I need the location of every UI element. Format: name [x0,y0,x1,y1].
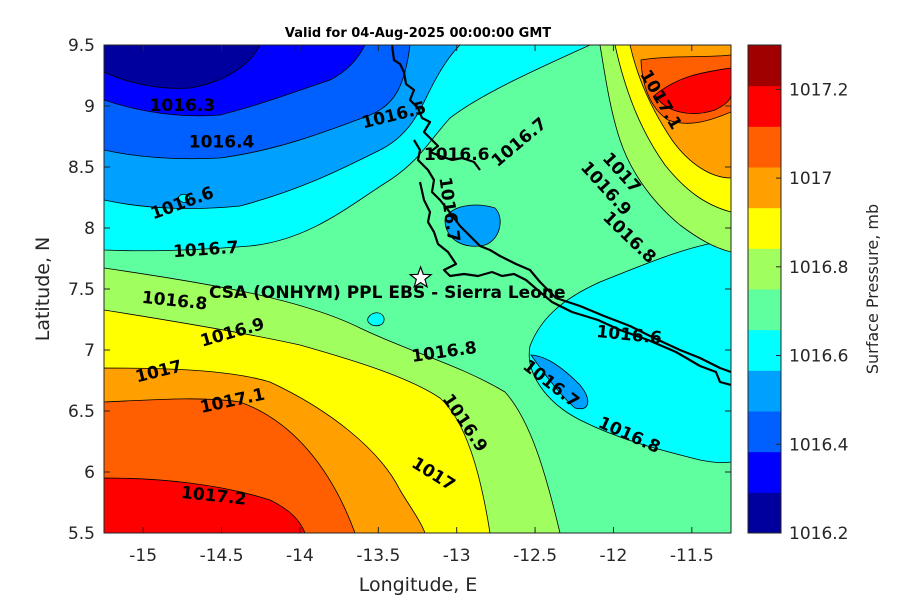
chart-title: Valid for 04-Aug-2025 00:00:00 GMT [285,26,551,41]
y-tick-label: 7 [84,341,95,361]
colorbar-segment [748,411,781,453]
station-label: CSA (ONHYM) PPL EBS - Sierra Leone [209,283,566,303]
colorbar-segment [748,126,781,168]
band-1016-2-nw [104,45,261,89]
station: CSA (ONHYM) PPL EBS - Sierra Leone [209,265,566,303]
band-1017-2-ne [654,67,731,114]
station-star-icon [408,265,433,289]
x-tick-label: -14.5 [200,546,244,566]
colorbar-frame [747,44,782,534]
colorbar-segment [748,248,781,290]
colorbar-segment [748,329,781,371]
y-tick-label: 7.5 [68,280,95,300]
contour-label: 1016.6 [424,145,490,165]
colorbar-segment [748,45,781,87]
local-low-spot-w [177,193,191,203]
colorbar-segment [748,492,781,534]
colorbar-tick-label: 1016.8 [789,258,848,278]
local-low-center-sw [367,312,385,327]
y-tick-label: 5.5 [68,524,95,544]
y-tick-label: 9.5 [68,36,95,56]
colorbar-segment [748,451,781,493]
contour-field [104,45,731,533]
contour-label: 1016.7 [172,238,239,263]
colorbar-segment [748,289,781,331]
x-tick-label: -11.5 [670,546,714,566]
colorbar-tick-label: 1016.4 [789,435,848,455]
colorbar-tick-label: 1017.2 [789,80,848,100]
x-axis-label: Longitude, E [359,574,478,596]
colorbar-tick-label: 1017 [789,169,832,189]
x-tick-label: -12 [600,546,628,566]
contour-label: 1016.3 [150,96,216,116]
x-axis: -15 -14.5 -14 -13.5 -13 -12.5 -12 -11.5 [129,45,714,566]
y-axis-label: Latitude, N [32,237,54,342]
y-tick-label: 8.5 [68,158,95,178]
contour-label: 1016.4 [189,133,255,153]
x-tick-label: -13.5 [356,546,400,566]
x-tick-label: -12.5 [513,546,557,566]
colorbar: 1016.2 1016.4 1016.6 1016.8 1017 1017.2 [747,44,848,544]
local-low-center [444,204,501,247]
y-tick-label: 6 [84,463,95,483]
colorbar-segment [748,85,781,127]
x-tick-label: -14 [286,546,314,566]
colorbar-segment [748,370,781,412]
x-tick-label: -13 [443,546,471,566]
colorbar-tick-label: 1016.2 [789,524,848,544]
colorbar-segment [748,167,781,209]
y-tick-label: 8 [84,219,95,239]
x-tick-label: -15 [129,546,157,566]
y-axis: 5.5 6 6.5 7 7.5 8 8.5 9 9.5 [68,36,731,544]
colorbar-tick-label: 1016.6 [789,347,848,367]
coastline [390,45,731,387]
band-1017-2-sw [104,477,306,533]
colorbar-segment [748,207,781,249]
colorbar-label: Surface Pressure, mb [863,204,882,374]
y-tick-label: 9 [84,97,95,117]
band-1016-5-e [530,354,589,410]
y-tick-label: 6.5 [68,402,95,422]
